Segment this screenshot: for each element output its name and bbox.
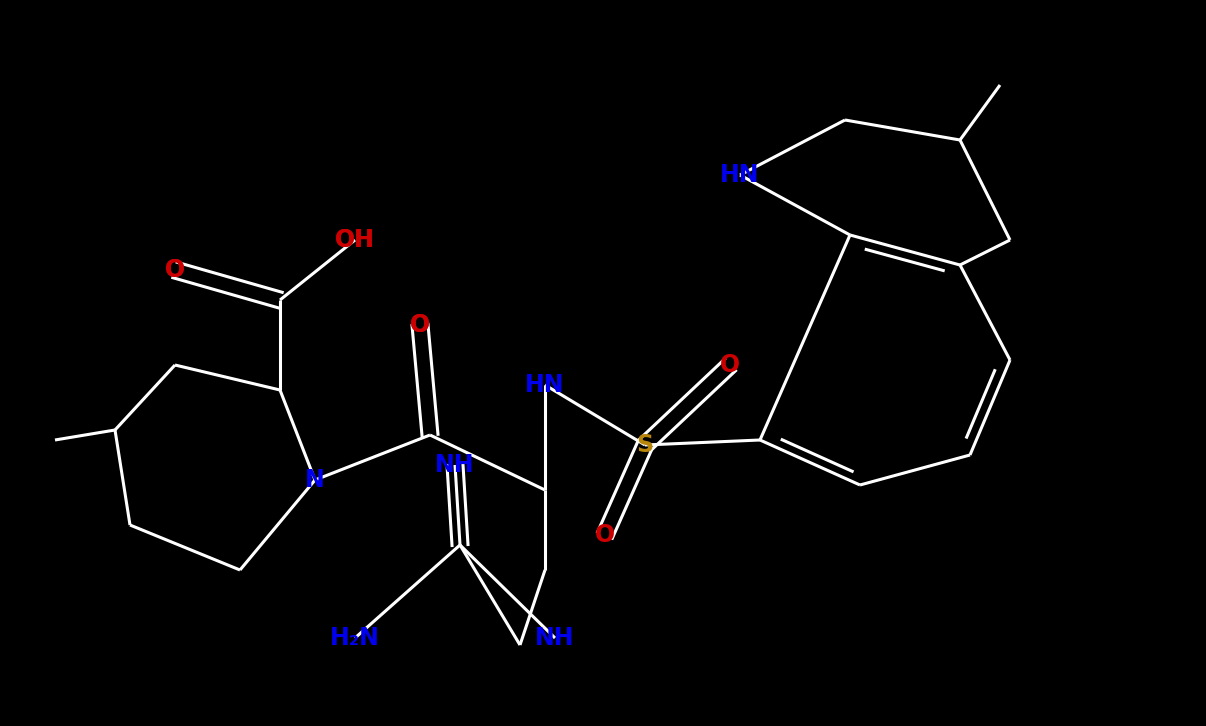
Text: N: N: [305, 468, 324, 492]
Text: O: O: [165, 258, 185, 282]
Text: O: O: [720, 353, 740, 377]
Text: HN: HN: [720, 163, 760, 187]
Text: OH: OH: [335, 228, 375, 252]
Text: NH: NH: [535, 626, 575, 650]
Text: NH: NH: [435, 453, 475, 477]
Text: O: O: [410, 313, 431, 337]
Text: O: O: [410, 313, 431, 337]
Text: OH: OH: [335, 228, 375, 252]
Text: O: O: [595, 523, 615, 547]
Text: S: S: [637, 433, 654, 457]
Text: O: O: [165, 258, 185, 282]
Text: H₂N: H₂N: [330, 626, 380, 650]
Text: HN: HN: [526, 373, 564, 397]
